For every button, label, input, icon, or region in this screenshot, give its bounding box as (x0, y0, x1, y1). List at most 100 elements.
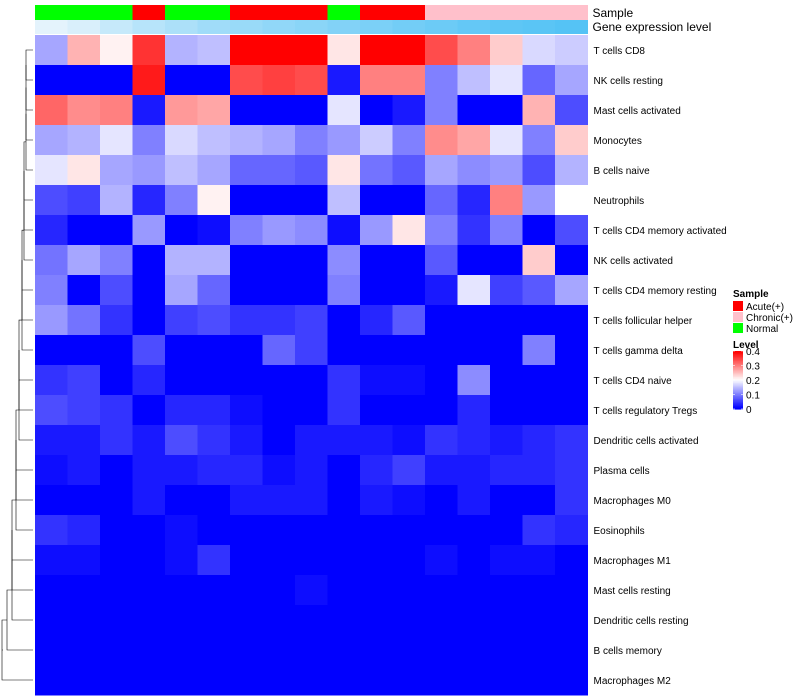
heatmap-cell (165, 515, 198, 546)
legend: Sample Acute(+)Chronic(+)Normal Level 0.… (733, 289, 793, 416)
heatmap-cell (230, 545, 263, 576)
row-label: B cells memory (594, 646, 662, 657)
heatmap-cell (197, 515, 231, 546)
heatmap-cell (100, 575, 133, 606)
heatmap-cell (327, 515, 361, 546)
legend-level-step (733, 407, 743, 410)
heatmap-cell (197, 65, 231, 96)
legend-level-step (733, 398, 743, 401)
row-label: Macrophages M0 (594, 496, 672, 507)
heatmap-cell (392, 245, 426, 276)
expression-annotation-cell (522, 20, 556, 34)
heatmap-cell (262, 245, 296, 276)
heatmap-cell (425, 635, 458, 666)
expression-annotation-label: Gene expression level (593, 20, 712, 34)
row-label: Monocytes (594, 136, 642, 147)
heatmap-cell (360, 635, 393, 666)
sample-annotation-cell (555, 5, 588, 20)
heatmap-cell (425, 545, 458, 576)
expression-annotation-cell (230, 20, 263, 34)
heatmap-cell (555, 665, 588, 696)
heatmap-cell (490, 455, 523, 486)
legend-level-step (733, 382, 743, 385)
heatmap-cell (262, 395, 296, 426)
heatmap-cell (295, 155, 328, 186)
heatmap-cell (327, 35, 361, 66)
heatmap-cell (555, 215, 588, 246)
heatmap-cell (295, 545, 328, 576)
heatmap-cell (295, 365, 328, 396)
heatmap-cell (360, 365, 393, 396)
heatmap-cell (522, 335, 556, 366)
heatmap-cell (457, 65, 491, 96)
heatmap-cell (230, 215, 263, 246)
heatmap-cell (327, 335, 361, 366)
heatmap-cell (327, 665, 361, 696)
heatmap-cell (360, 215, 393, 246)
heatmap-cell (67, 605, 101, 636)
heatmap-cell (295, 395, 328, 426)
heatmap-cell (262, 185, 296, 216)
heatmap-cell (360, 605, 393, 636)
heatmap-cell (230, 335, 263, 366)
row-label: Neutrophils (594, 196, 645, 207)
heatmap-cell (35, 65, 68, 96)
legend-level-ticks: 0.4 0.3 0.2 0.1 0 (733, 347, 760, 416)
heatmap-cell (490, 635, 523, 666)
heatmap-cell (392, 365, 426, 396)
sample-annotation-cell (490, 5, 523, 20)
heatmap-cell (132, 575, 166, 606)
heatmap-cell (132, 245, 166, 276)
heatmap-cell (262, 665, 296, 696)
heatmap-cell (295, 125, 328, 156)
heatmap-cell (425, 455, 458, 486)
heatmap-cell (165, 275, 198, 306)
heatmap-cell (165, 245, 198, 276)
expression-annotation-cell (67, 20, 101, 34)
heatmap-cell (360, 665, 393, 696)
heatmap-cell (165, 155, 198, 186)
row-label: T cells regulatory Tregs (594, 406, 698, 417)
heatmap-cell (35, 455, 68, 486)
heatmap-cell (35, 95, 68, 126)
expression-annotation-cell (392, 20, 426, 34)
heatmap-cell (132, 605, 166, 636)
heatmap-cell (35, 275, 68, 306)
heatmap-cell (425, 575, 458, 606)
row-label: Dendritic cells resting (594, 616, 689, 627)
heatmap-cell (555, 545, 588, 576)
heatmap-cell (490, 365, 523, 396)
row-label: T cells gamma delta (594, 346, 684, 357)
dendrogram-branch (25, 49, 33, 81)
heatmap-cell (360, 155, 393, 186)
heatmap-cell (555, 65, 588, 96)
row-label: T cells follicular helper (594, 316, 693, 327)
legend-level-step (733, 394, 743, 397)
legend-level-tick-label: 0.4 (746, 347, 760, 358)
heatmap-cell (457, 635, 491, 666)
heatmap-cell (555, 125, 588, 156)
heatmap-cell (522, 365, 556, 396)
expression-annotation-cell (100, 20, 133, 34)
heatmap-cell (35, 665, 68, 696)
heatmap-cell (67, 305, 101, 336)
heatmap-cell (230, 515, 263, 546)
heatmap-cell (100, 245, 133, 276)
heatmap-cell (555, 245, 588, 276)
heatmap-cell (457, 425, 491, 456)
heatmap-cell (457, 365, 491, 396)
heatmap-cell (197, 575, 231, 606)
legend-level-step (733, 387, 743, 390)
heatmap-cell (197, 605, 231, 636)
heatmap-cell (327, 425, 361, 456)
row-label: T cells CD4 memory resting (594, 286, 717, 297)
heatmap-cell (295, 335, 328, 366)
heatmap-cell (165, 125, 198, 156)
heatmap-cell (360, 335, 393, 366)
heatmap-cell (197, 395, 231, 426)
heatmap-cell (490, 575, 523, 606)
sample-annotation-cell (67, 5, 101, 20)
heatmap-cell (165, 335, 198, 366)
heatmap-cell (100, 275, 133, 306)
heatmap-cell (132, 545, 166, 576)
